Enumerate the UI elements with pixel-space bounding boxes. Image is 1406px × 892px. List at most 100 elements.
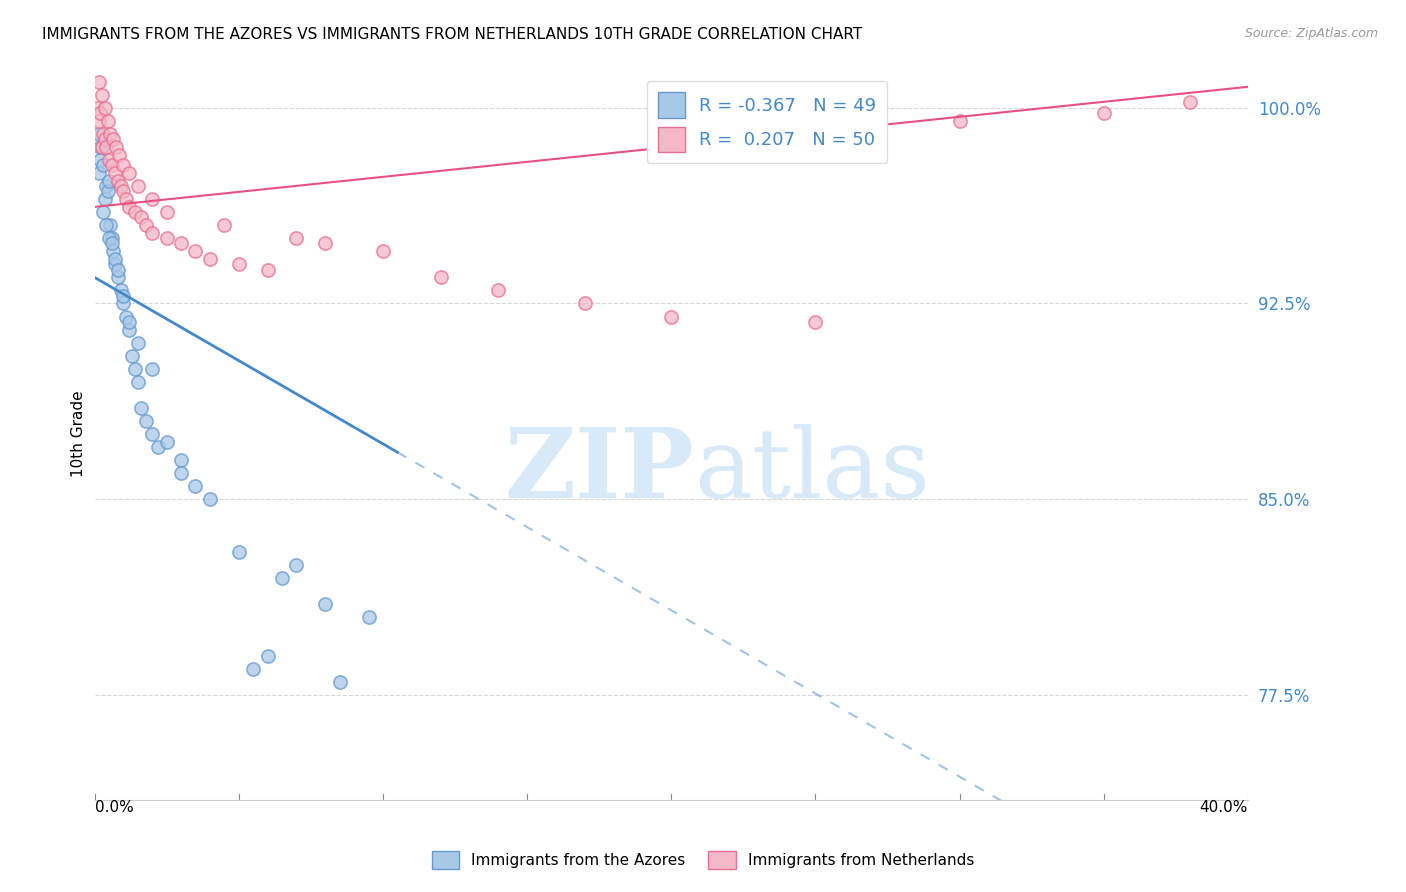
Point bbox=[105, 140, 128, 154]
Point bbox=[949, 113, 972, 128]
Point bbox=[89, 153, 111, 167]
Point bbox=[103, 132, 125, 146]
Point bbox=[429, 270, 451, 285]
Point bbox=[1180, 95, 1202, 110]
Point bbox=[135, 414, 157, 428]
Point bbox=[91, 127, 114, 141]
Point bbox=[214, 218, 236, 232]
Point bbox=[804, 315, 827, 329]
Point bbox=[118, 166, 141, 180]
Point bbox=[110, 179, 132, 194]
Text: Source: ZipAtlas.com: Source: ZipAtlas.com bbox=[1244, 27, 1378, 40]
Point bbox=[93, 192, 115, 206]
Point bbox=[87, 127, 110, 141]
Point bbox=[110, 284, 132, 298]
Point bbox=[103, 244, 125, 259]
Point bbox=[156, 434, 179, 449]
Point bbox=[112, 158, 135, 172]
Point bbox=[104, 257, 127, 271]
Point bbox=[89, 140, 111, 154]
Point bbox=[285, 231, 308, 245]
Point bbox=[104, 166, 127, 180]
Point bbox=[141, 192, 163, 206]
Text: 0.0%: 0.0% bbox=[94, 799, 134, 814]
Point bbox=[90, 87, 112, 102]
Point bbox=[228, 544, 250, 558]
Point bbox=[98, 174, 121, 188]
Text: atlas: atlas bbox=[695, 424, 931, 517]
Point bbox=[107, 270, 129, 285]
Text: 40.0%: 40.0% bbox=[1199, 799, 1249, 814]
Point bbox=[87, 166, 110, 180]
Point bbox=[271, 571, 294, 585]
Point bbox=[115, 310, 138, 324]
Point bbox=[1092, 106, 1115, 120]
Point bbox=[107, 174, 129, 188]
Point bbox=[170, 453, 193, 467]
Point bbox=[127, 179, 149, 194]
Point bbox=[659, 310, 682, 324]
Point bbox=[86, 101, 108, 115]
Point bbox=[91, 205, 114, 219]
Point bbox=[141, 226, 163, 240]
Point bbox=[115, 192, 138, 206]
Point bbox=[314, 236, 336, 251]
Point bbox=[135, 218, 157, 232]
Point bbox=[108, 147, 131, 161]
Point bbox=[170, 466, 193, 480]
Point bbox=[101, 158, 124, 172]
Legend: Immigrants from the Azores, Immigrants from Netherlands: Immigrants from the Azores, Immigrants f… bbox=[426, 845, 980, 875]
Point bbox=[256, 648, 278, 663]
Point bbox=[127, 335, 149, 350]
Point bbox=[100, 218, 122, 232]
Point bbox=[90, 140, 112, 154]
Point bbox=[93, 132, 115, 146]
Point bbox=[357, 609, 380, 624]
Point bbox=[228, 257, 250, 271]
Point bbox=[96, 184, 118, 198]
Point bbox=[87, 113, 110, 128]
Point bbox=[574, 296, 596, 310]
Point bbox=[118, 315, 141, 329]
Point bbox=[198, 252, 221, 266]
Point bbox=[94, 140, 117, 154]
Point bbox=[101, 231, 124, 245]
Point bbox=[146, 440, 169, 454]
Point bbox=[94, 179, 117, 194]
Point bbox=[141, 361, 163, 376]
Text: IMMIGRANTS FROM THE AZORES VS IMMIGRANTS FROM NETHERLANDS 10TH GRADE CORRELATION: IMMIGRANTS FROM THE AZORES VS IMMIGRANTS… bbox=[42, 27, 862, 42]
Point bbox=[141, 427, 163, 442]
Point bbox=[90, 140, 112, 154]
Point bbox=[184, 244, 207, 259]
Point bbox=[112, 288, 135, 302]
Point bbox=[285, 558, 308, 572]
Point bbox=[107, 262, 129, 277]
Point bbox=[118, 200, 141, 214]
Point bbox=[112, 296, 135, 310]
Point bbox=[100, 127, 122, 141]
Point bbox=[93, 101, 115, 115]
Point bbox=[256, 262, 278, 277]
Point bbox=[124, 361, 146, 376]
Point bbox=[329, 675, 352, 690]
Point bbox=[198, 492, 221, 507]
Point bbox=[104, 252, 127, 266]
Legend: R = -0.367   N = 49, R =  0.207   N = 50: R = -0.367 N = 49, R = 0.207 N = 50 bbox=[647, 81, 887, 163]
Point bbox=[118, 323, 141, 337]
Point bbox=[184, 479, 207, 493]
Y-axis label: 10th Grade: 10th Grade bbox=[72, 391, 86, 477]
Text: ZIP: ZIP bbox=[505, 424, 695, 517]
Point bbox=[98, 231, 121, 245]
Point bbox=[129, 401, 152, 415]
Point bbox=[314, 597, 336, 611]
Point bbox=[127, 375, 149, 389]
Point bbox=[242, 662, 264, 676]
Point bbox=[129, 211, 152, 225]
Point bbox=[156, 231, 179, 245]
Point bbox=[96, 113, 118, 128]
Point bbox=[124, 205, 146, 219]
Point bbox=[170, 236, 193, 251]
Point bbox=[112, 184, 135, 198]
Point bbox=[94, 218, 117, 232]
Point bbox=[371, 244, 394, 259]
